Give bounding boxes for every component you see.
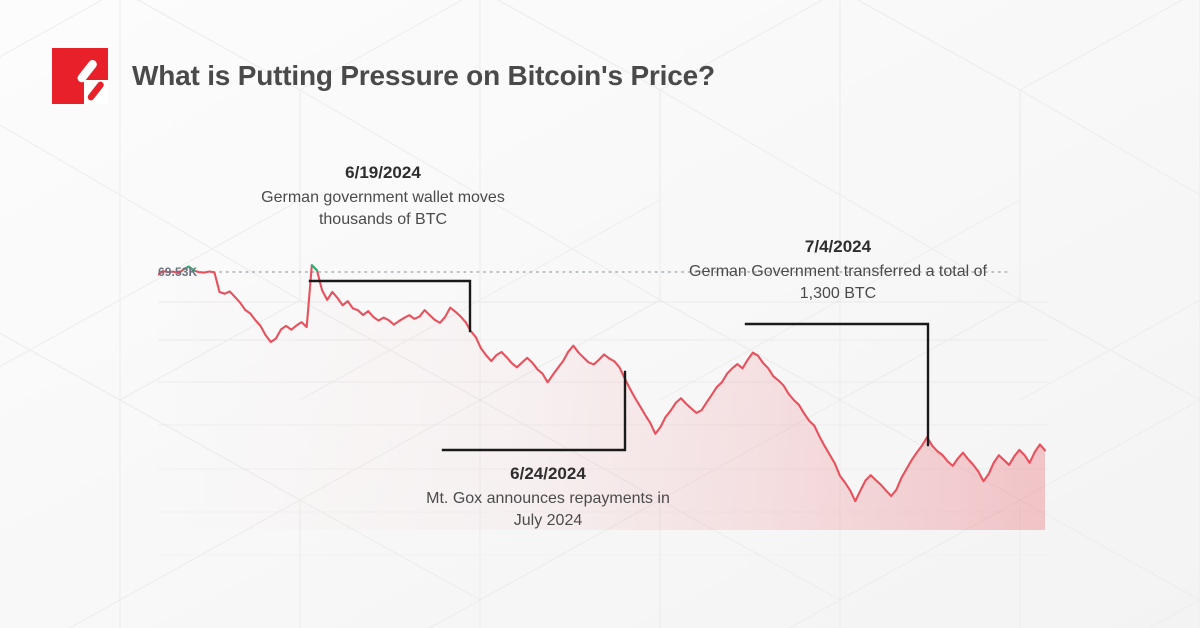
leader-line-1: [308, 279, 472, 333]
annotation-2: 6/24/2024 Mt. Gox announces repayments i…: [412, 463, 684, 531]
annotation-2-date: 6/24/2024: [510, 464, 586, 483]
annotation-1: 6/19/2024 German government wallet moves…: [258, 162, 508, 230]
annotation-leader-lines: [308, 279, 930, 452]
annotation-3-text: German Government transferred a total of…: [689, 263, 987, 302]
leader-line-2: [441, 370, 627, 452]
annotation-1-date: 6/19/2024: [345, 163, 421, 182]
annotation-3-date: 7/4/2024: [804, 237, 872, 256]
leader-line-3: [744, 322, 930, 447]
brand-logo-icon: [52, 48, 108, 104]
page-title: What is Putting Pressure on Bitcoin's Pr…: [132, 60, 715, 91]
annotation-2-text: Mt. Gox announces repayments in July 202…: [426, 490, 670, 529]
annotation-3: 7/4/2024 German Government transferred a…: [678, 236, 998, 304]
reference-value-label: 69.53K: [158, 265, 198, 279]
annotation-1-text: German government wallet moves thousands…: [261, 189, 505, 228]
header: What is Putting Pressure on Bitcoin's Pr…: [52, 48, 715, 104]
